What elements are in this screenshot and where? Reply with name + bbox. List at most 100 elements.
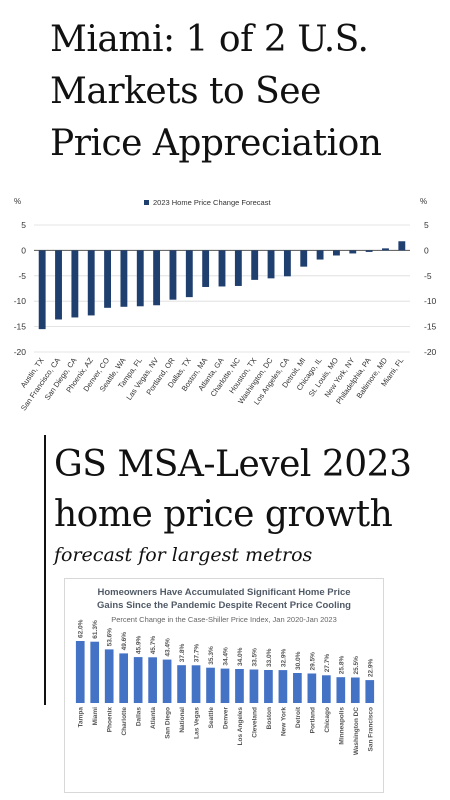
- value-label: 61.3%: [92, 620, 99, 639]
- value-label: 34.4%: [223, 647, 230, 666]
- value-label: 33.0%: [266, 648, 273, 667]
- case-shiller-chart: 62.0% Tampa 61.3% Miami 53.6% Phoenix 49.6% Cha…: [75, 619, 375, 755]
- bar: [365, 680, 375, 703]
- value-label: 29.5%: [309, 652, 316, 671]
- value-label: 25.8%: [338, 656, 345, 675]
- bar: [87, 250, 95, 316]
- value-label: 45.7%: [150, 636, 157, 655]
- bar: [119, 653, 129, 703]
- category-label: San Francisco: [367, 707, 374, 751]
- bar: [251, 250, 259, 280]
- bar: [300, 250, 308, 267]
- chart-title-line-2: Gains Since the Pandemic Despite Recent …: [97, 600, 351, 611]
- category-label: Detroit: [295, 706, 302, 728]
- bar: [220, 668, 230, 703]
- left-tick-label: 0: [21, 245, 26, 255]
- bar: [104, 250, 111, 308]
- value-label: 37.8%: [179, 644, 186, 663]
- bar: [38, 250, 46, 330]
- value-label: 27.7%: [324, 654, 331, 673]
- bar: [336, 677, 346, 703]
- bar: [153, 250, 161, 306]
- value-label: 49.6%: [121, 632, 128, 651]
- left-tick-label: -20: [14, 347, 27, 357]
- category-label: Los Angeles: [237, 707, 244, 746]
- right-tick-label: 0: [424, 245, 429, 255]
- headline-line-3: Price Appreciation: [50, 123, 382, 164]
- right-tick-label: -10: [424, 296, 437, 306]
- bar: [120, 250, 128, 307]
- bar: [283, 250, 291, 277]
- bar: [202, 250, 210, 287]
- bar: [382, 248, 389, 251]
- legend-swatch: [144, 200, 149, 205]
- category-label: Charlotte: [121, 707, 128, 736]
- bar: [316, 250, 324, 260]
- section-heading-line-2: home price growth: [54, 494, 393, 535]
- left-tick-label: -10: [14, 296, 27, 306]
- category-label: National: [179, 707, 186, 733]
- category-label: Minneapolis: [338, 707, 345, 745]
- headline-line-1: Miami: 1 of 2 U.S.: [50, 19, 369, 60]
- headline-line-2: Markets to See: [50, 71, 321, 112]
- bar: [177, 665, 186, 703]
- left-axis-unit: %: [14, 197, 21, 206]
- category-label: Washington DC: [353, 707, 360, 755]
- left-tick-label: -5: [18, 271, 26, 281]
- bar: [264, 670, 273, 703]
- value-label: 35.3%: [208, 646, 215, 665]
- category-label: Seattle: [208, 707, 215, 729]
- category-label: Dallas: [136, 707, 143, 727]
- value-label: 32.9%: [280, 648, 287, 667]
- chart-title-line-1: Homeowners Have Accumulated Significant …: [97, 587, 351, 598]
- value-label: 43.4%: [165, 638, 172, 657]
- bar: [267, 250, 275, 279]
- bar: [133, 657, 143, 703]
- bar: [365, 250, 373, 252]
- bar: [169, 250, 177, 300]
- value-label: 33.5%: [251, 648, 258, 667]
- bar: [136, 250, 144, 307]
- category-label: Chicago: [324, 707, 331, 733]
- bar: [333, 250, 340, 256]
- bar: [278, 670, 288, 703]
- bar: [191, 665, 201, 703]
- left-tick-label: -15: [14, 322, 27, 332]
- bar: [75, 641, 85, 703]
- bar: [162, 659, 172, 703]
- category-label: Phoenix: [107, 707, 114, 733]
- value-label: 53.6%: [107, 628, 114, 647]
- bar: [55, 250, 62, 320]
- right-axis-unit: %: [420, 197, 427, 206]
- section-heading: GS MSA-Level 2023 home price growth: [54, 440, 444, 540]
- category-label: Cleveland: [251, 707, 258, 738]
- category-label: Tampa: [78, 707, 85, 728]
- headline: Miami: 1 of 2 U.S. Markets to See Price …: [50, 14, 440, 170]
- right-tick-label: 5: [424, 220, 429, 230]
- value-label: 37.7%: [194, 644, 201, 663]
- category-label: San Diego: [165, 707, 172, 739]
- category-label: Portland: [309, 707, 316, 733]
- bar: [71, 250, 79, 318]
- bar: [307, 673, 317, 703]
- right-tick-label: -5: [424, 271, 432, 281]
- section-accent-bar: [44, 435, 46, 705]
- value-label: 25.5%: [353, 656, 360, 675]
- bar: [90, 641, 100, 703]
- bar: [185, 250, 193, 298]
- category-label: Las Vegas: [194, 707, 201, 739]
- category-label: Miami: [92, 707, 99, 726]
- bar: [104, 649, 114, 703]
- value-label: 30.0%: [295, 651, 302, 670]
- bar: [293, 673, 302, 703]
- bar: [218, 250, 226, 287]
- left-tick-label: 5: [21, 220, 26, 230]
- bar: [206, 667, 215, 703]
- category-label: Denver: [223, 707, 230, 730]
- chart-subtitle: Percent Change in the Case-Shiller Price…: [111, 615, 337, 624]
- section-subheading: forecast for largest metros: [54, 544, 313, 566]
- bar: [321, 675, 331, 703]
- right-tick-label: -15: [424, 322, 437, 332]
- right-tick-label: -20: [424, 347, 437, 357]
- value-label: 62.0%: [78, 619, 85, 638]
